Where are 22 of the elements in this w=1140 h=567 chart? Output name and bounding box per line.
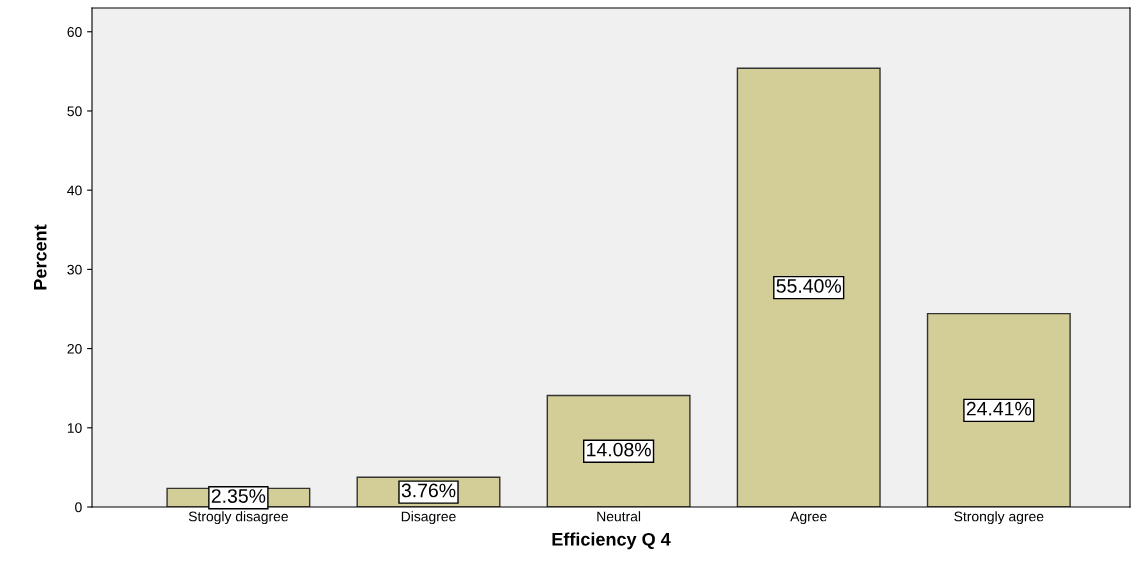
bar: [736, 67, 881, 507]
data-label: 3.76%: [401, 483, 456, 498]
y-tick-label: 30: [67, 264, 82, 275]
data-label: 2.35%: [211, 489, 266, 503]
y-tick-label: 0: [75, 502, 82, 513]
data-label: 14.08%: [587, 442, 651, 457]
x-axis-title: Efficiency Q 4: [552, 532, 671, 550]
data-label: 24.41%: [966, 401, 1032, 416]
x-tick-label: Disagree: [401, 511, 456, 525]
y-tick-label: 40: [67, 185, 82, 196]
x-tick-label: Strogly disagree: [188, 511, 288, 525]
y-axis-title: Percent: [34, 224, 47, 290]
bar: [546, 394, 691, 507]
y-tick-label: 10: [67, 423, 82, 433]
bar: [926, 312, 1071, 507]
data-label: 55.40%: [776, 279, 841, 293]
x-tick-label: Strongly agree: [954, 511, 1044, 525]
y-tick-label: 20: [67, 343, 82, 354]
y-tick-label: 50: [67, 106, 82, 117]
y-tick-label: 60: [67, 27, 82, 37]
x-tick-label: Neutral: [597, 511, 641, 522]
x-tick-label: Agree: [790, 511, 827, 525]
